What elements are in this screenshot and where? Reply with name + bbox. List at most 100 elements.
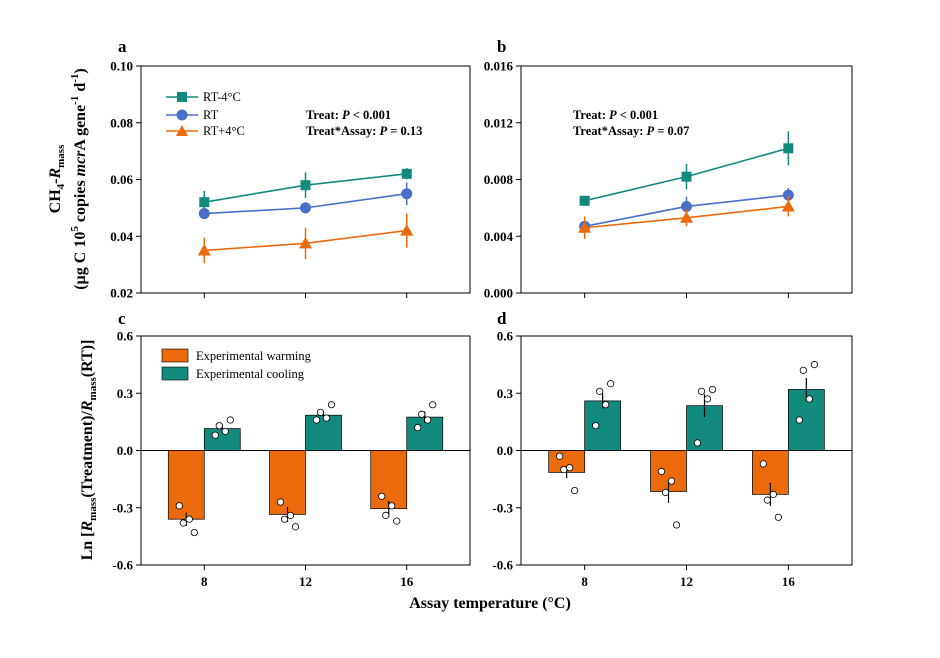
bar (370, 450, 408, 510)
y-tick-label: 0.06 (110, 172, 133, 187)
y-tick-label: 0.0 (117, 443, 133, 458)
replicate-point (795, 416, 803, 424)
replicate-point (693, 439, 702, 447)
replicate-point (414, 423, 422, 432)
y-tick-label: -0.3 (492, 500, 513, 515)
replicate-point (322, 414, 331, 422)
x-tick-label: 12 (299, 574, 312, 589)
legend-triangle-icon (176, 125, 188, 136)
x-tick-label: 16 (400, 574, 414, 589)
data-point-square (300, 180, 311, 191)
y-tick-label: 0.3 (497, 386, 514, 401)
replicate-point (286, 511, 295, 519)
legend-warming-swatch (161, 348, 189, 363)
replicate-point (560, 465, 568, 474)
data-point-circle (401, 188, 413, 200)
replicate-point (708, 385, 717, 394)
legend-label-rt-minus-4: RT-4°C (203, 90, 241, 104)
plot-layer: 0.020.040.060.080.100.0000.0040.0080.012… (110, 59, 853, 589)
replicate-point (657, 467, 666, 476)
data-point-triangle (781, 199, 795, 212)
bar (167, 450, 205, 520)
legend-square-icon (177, 92, 187, 102)
replicate-point (703, 395, 712, 403)
panel-label-d: d (497, 309, 507, 328)
legend-label-rt-plus-4: RT+4°C (203, 124, 245, 138)
y-tick-label: 0.6 (497, 329, 514, 344)
replicate-point (556, 452, 564, 460)
data-point-triangle (299, 236, 312, 249)
replicate-point (327, 401, 336, 409)
replicate-point (763, 496, 771, 504)
replicate-point (697, 387, 706, 395)
replicate-point (566, 464, 574, 472)
replicate-point (799, 366, 807, 374)
bar (305, 414, 342, 451)
replicate-point (429, 401, 437, 409)
legend-label-rt: RT (203, 108, 219, 122)
replicate-point (805, 395, 813, 403)
replicate-point (607, 380, 615, 388)
y-tick-label: 0.02 (110, 286, 133, 301)
legend-label-cooling: Experimental cooling (196, 367, 305, 381)
data-point-circle (782, 189, 794, 201)
data-point-square (783, 143, 794, 154)
data-point-triangle (680, 211, 693, 223)
replicate-point (810, 361, 818, 369)
replicate-point (774, 513, 782, 521)
y-tick-label: -0.3 (112, 500, 133, 515)
y-tick-label: 0.0 (497, 443, 513, 458)
stats-a-interaction: Treat*Assay: P = 0.13 (306, 124, 422, 138)
y-tick-label: 0.6 (117, 329, 134, 344)
legend-cooling-swatch (161, 366, 189, 381)
x-tick-label: 8 (201, 574, 208, 589)
data-point-square (681, 171, 692, 182)
bottom-y-axis-label: Ln [Rmass(Treatment)/Rmass(RT)] (79, 340, 99, 561)
stats-b-interaction: Treat*Assay: P = 0.07 (573, 124, 689, 138)
panel-b: 0.000 0.004 0.008 0.012 0.016 (484, 59, 853, 301)
stats-b: Treat: P < 0.001 Treat*Assay: P = 0.07 (573, 108, 689, 138)
replicate-point (571, 486, 579, 495)
data-point-square (579, 195, 590, 206)
data-point-circle (681, 200, 692, 212)
top-y-axis-label: CH4-Rmass (µg C 105 copies mcrA gene-1 d… (47, 68, 89, 290)
svg-text:Ln [Rmass(Treatment)/Rmass(RT): Ln [Rmass(Treatment)/Rmass(RT)] (79, 340, 99, 561)
top-y-axis-label-line1: CH4-Rmass (47, 144, 67, 213)
y-tick-label: 0.012 (484, 115, 513, 130)
y-tick-label: 0.008 (484, 172, 514, 187)
replicate-point (672, 521, 681, 529)
replicate-point (388, 502, 396, 510)
replicate-point (316, 408, 325, 416)
y-tick-label: 0.3 (117, 386, 134, 401)
replicate-point (418, 410, 426, 418)
replicate-point (185, 515, 193, 523)
y-tick-label: 0.004 (484, 229, 514, 244)
legend-bars: Experimental warming Experimental coolin… (161, 348, 312, 381)
legend-label-warming: Experimental warming (196, 349, 312, 363)
replicate-point (175, 502, 183, 510)
x-tick-label: 12 (680, 574, 693, 589)
stats-a: Treat: P < 0.001 Treat*Assay: P = 0.13 (306, 108, 422, 138)
y-tick-label: -0.6 (492, 558, 513, 573)
bar (269, 450, 306, 515)
replicate-point (378, 492, 386, 500)
replicate-point (596, 387, 604, 395)
data-point-square (199, 197, 210, 208)
panel-d: -0.6 -0.3 0.0 0.3 0.6 8 12 16 (492, 329, 853, 589)
replicate-point (280, 515, 289, 523)
y-tick-label: -0.6 (112, 558, 133, 573)
replicate-point (226, 416, 234, 424)
replicate-point (759, 460, 767, 468)
replicate-point (661, 488, 670, 497)
x-tick-label: 16 (782, 574, 796, 589)
replicate-point (667, 477, 676, 485)
y-tick-label: 0.000 (484, 286, 513, 301)
stats-a-treat: Treat: P < 0.001 (306, 108, 391, 122)
data-point-triangle (197, 243, 211, 256)
replicate-point (382, 511, 390, 519)
replicate-point (312, 416, 321, 424)
data-point-triangle (578, 221, 592, 233)
y-tick-label: 0.10 (110, 59, 133, 74)
replicate-point (179, 519, 187, 527)
